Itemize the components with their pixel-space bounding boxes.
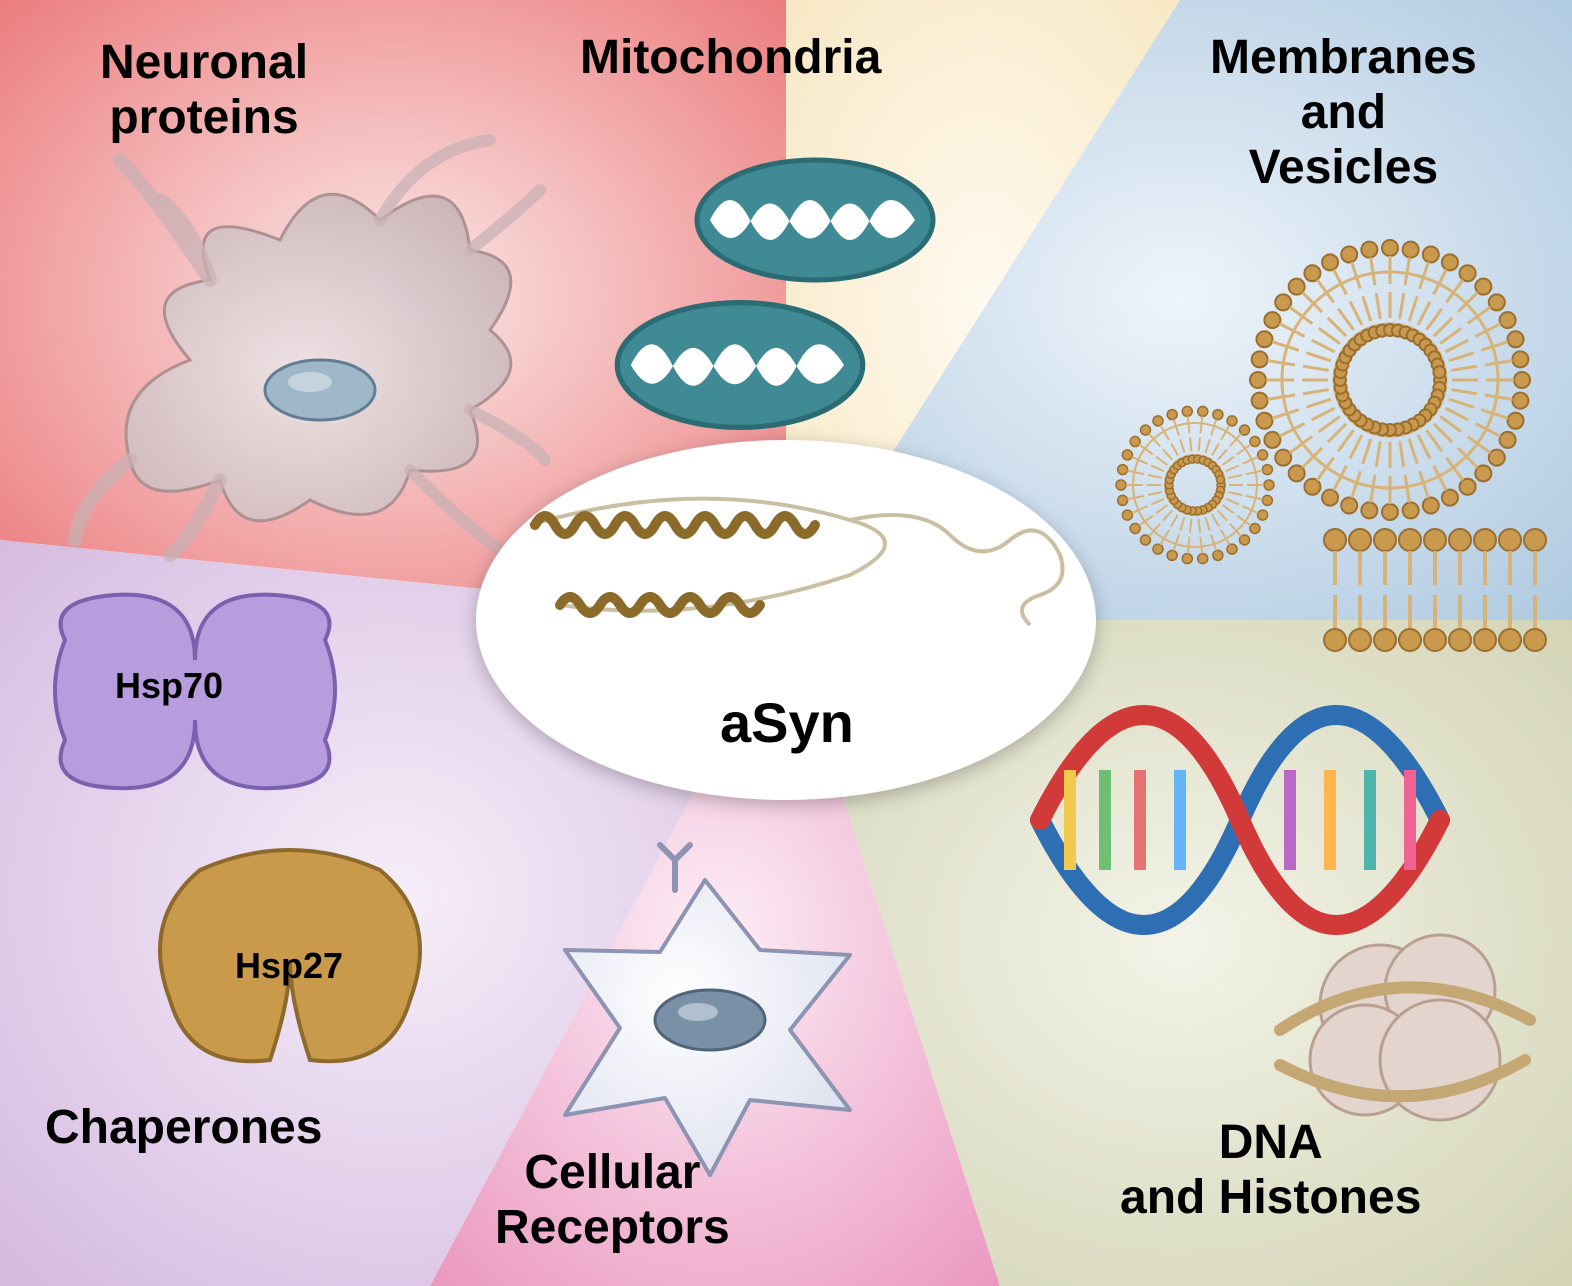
dna-helix-icon [1030,720,1450,920]
cell-receptor-icon [520,840,890,1180]
mitochondrion-icon [690,150,940,290]
hsp27-label: Hsp27 [235,945,343,987]
hsp70-label: Hsp70 [115,665,223,707]
histone-icon [1270,910,1540,1140]
asyn-protein-icon [500,465,1080,665]
label-cellular-receptors: Cellular Receptors [495,1145,730,1255]
label-chaperones: Chaperones [45,1100,322,1155]
label-membranes-vesicles: Membranes and Vesicles [1210,30,1477,196]
vesicle-small-icon [1110,400,1280,570]
neuron-icon [70,130,550,560]
label-neuronal-proteins: Neuronal proteins [100,35,308,145]
label-dna-histones: DNA and Histones [1120,1115,1421,1225]
center-label: aSyn [720,690,854,755]
mitochondrion-icon [610,290,870,440]
vesicle-large-icon [1240,230,1540,530]
label-mitochondria: Mitochondria [580,30,881,85]
lipid-bilayer-icon [1320,525,1560,655]
